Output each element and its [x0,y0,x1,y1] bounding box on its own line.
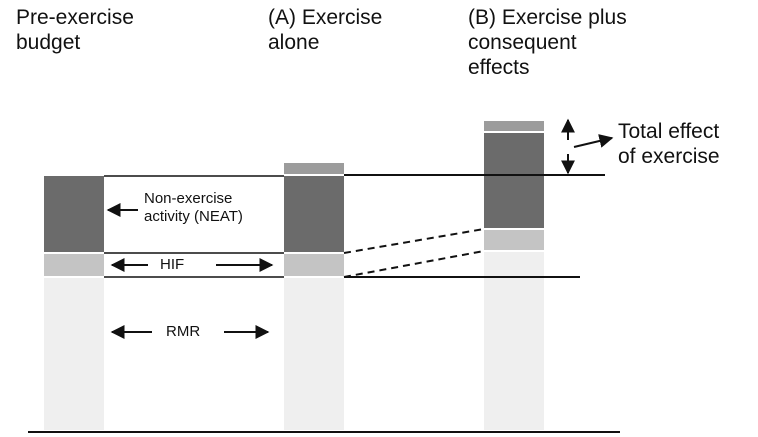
pre-neat-segment [44,176,104,252]
b-rmr-segment [484,252,544,430]
a-neat-segment [284,176,344,252]
b-hif-segment [484,230,544,250]
hif-shift-dashed [343,228,485,254]
pre-rmr-segment [44,278,104,430]
pre-hif-segment [44,254,104,276]
total-effect-pointer-arrow [573,134,614,148]
hif-label: HIF [160,256,185,273]
a-rmr-segment [284,278,344,430]
b-exercise-segment [484,121,544,131]
pre-exercise-heading: Pre-exercise budget [16,6,134,54]
exercise-plus-heading: (B) Exercise plus consequent effects [468,6,627,79]
pre-exercise-bar [44,176,104,430]
total-effect-label: Total effect of exercise [618,120,720,168]
a-hif-segment [284,254,344,276]
a-exercise-segment [284,163,344,174]
exercise-alone-bar [284,163,344,430]
b-neat-segment [484,133,544,228]
rmr-shift-dashed [343,250,485,278]
rmr-label: RMR [166,323,201,340]
exercise-alone-heading: (A) Exercise alone [268,6,383,54]
exercise-plus-effects-bar [484,121,544,430]
neat-label: Non-exercise activity (NEAT) [144,190,243,225]
